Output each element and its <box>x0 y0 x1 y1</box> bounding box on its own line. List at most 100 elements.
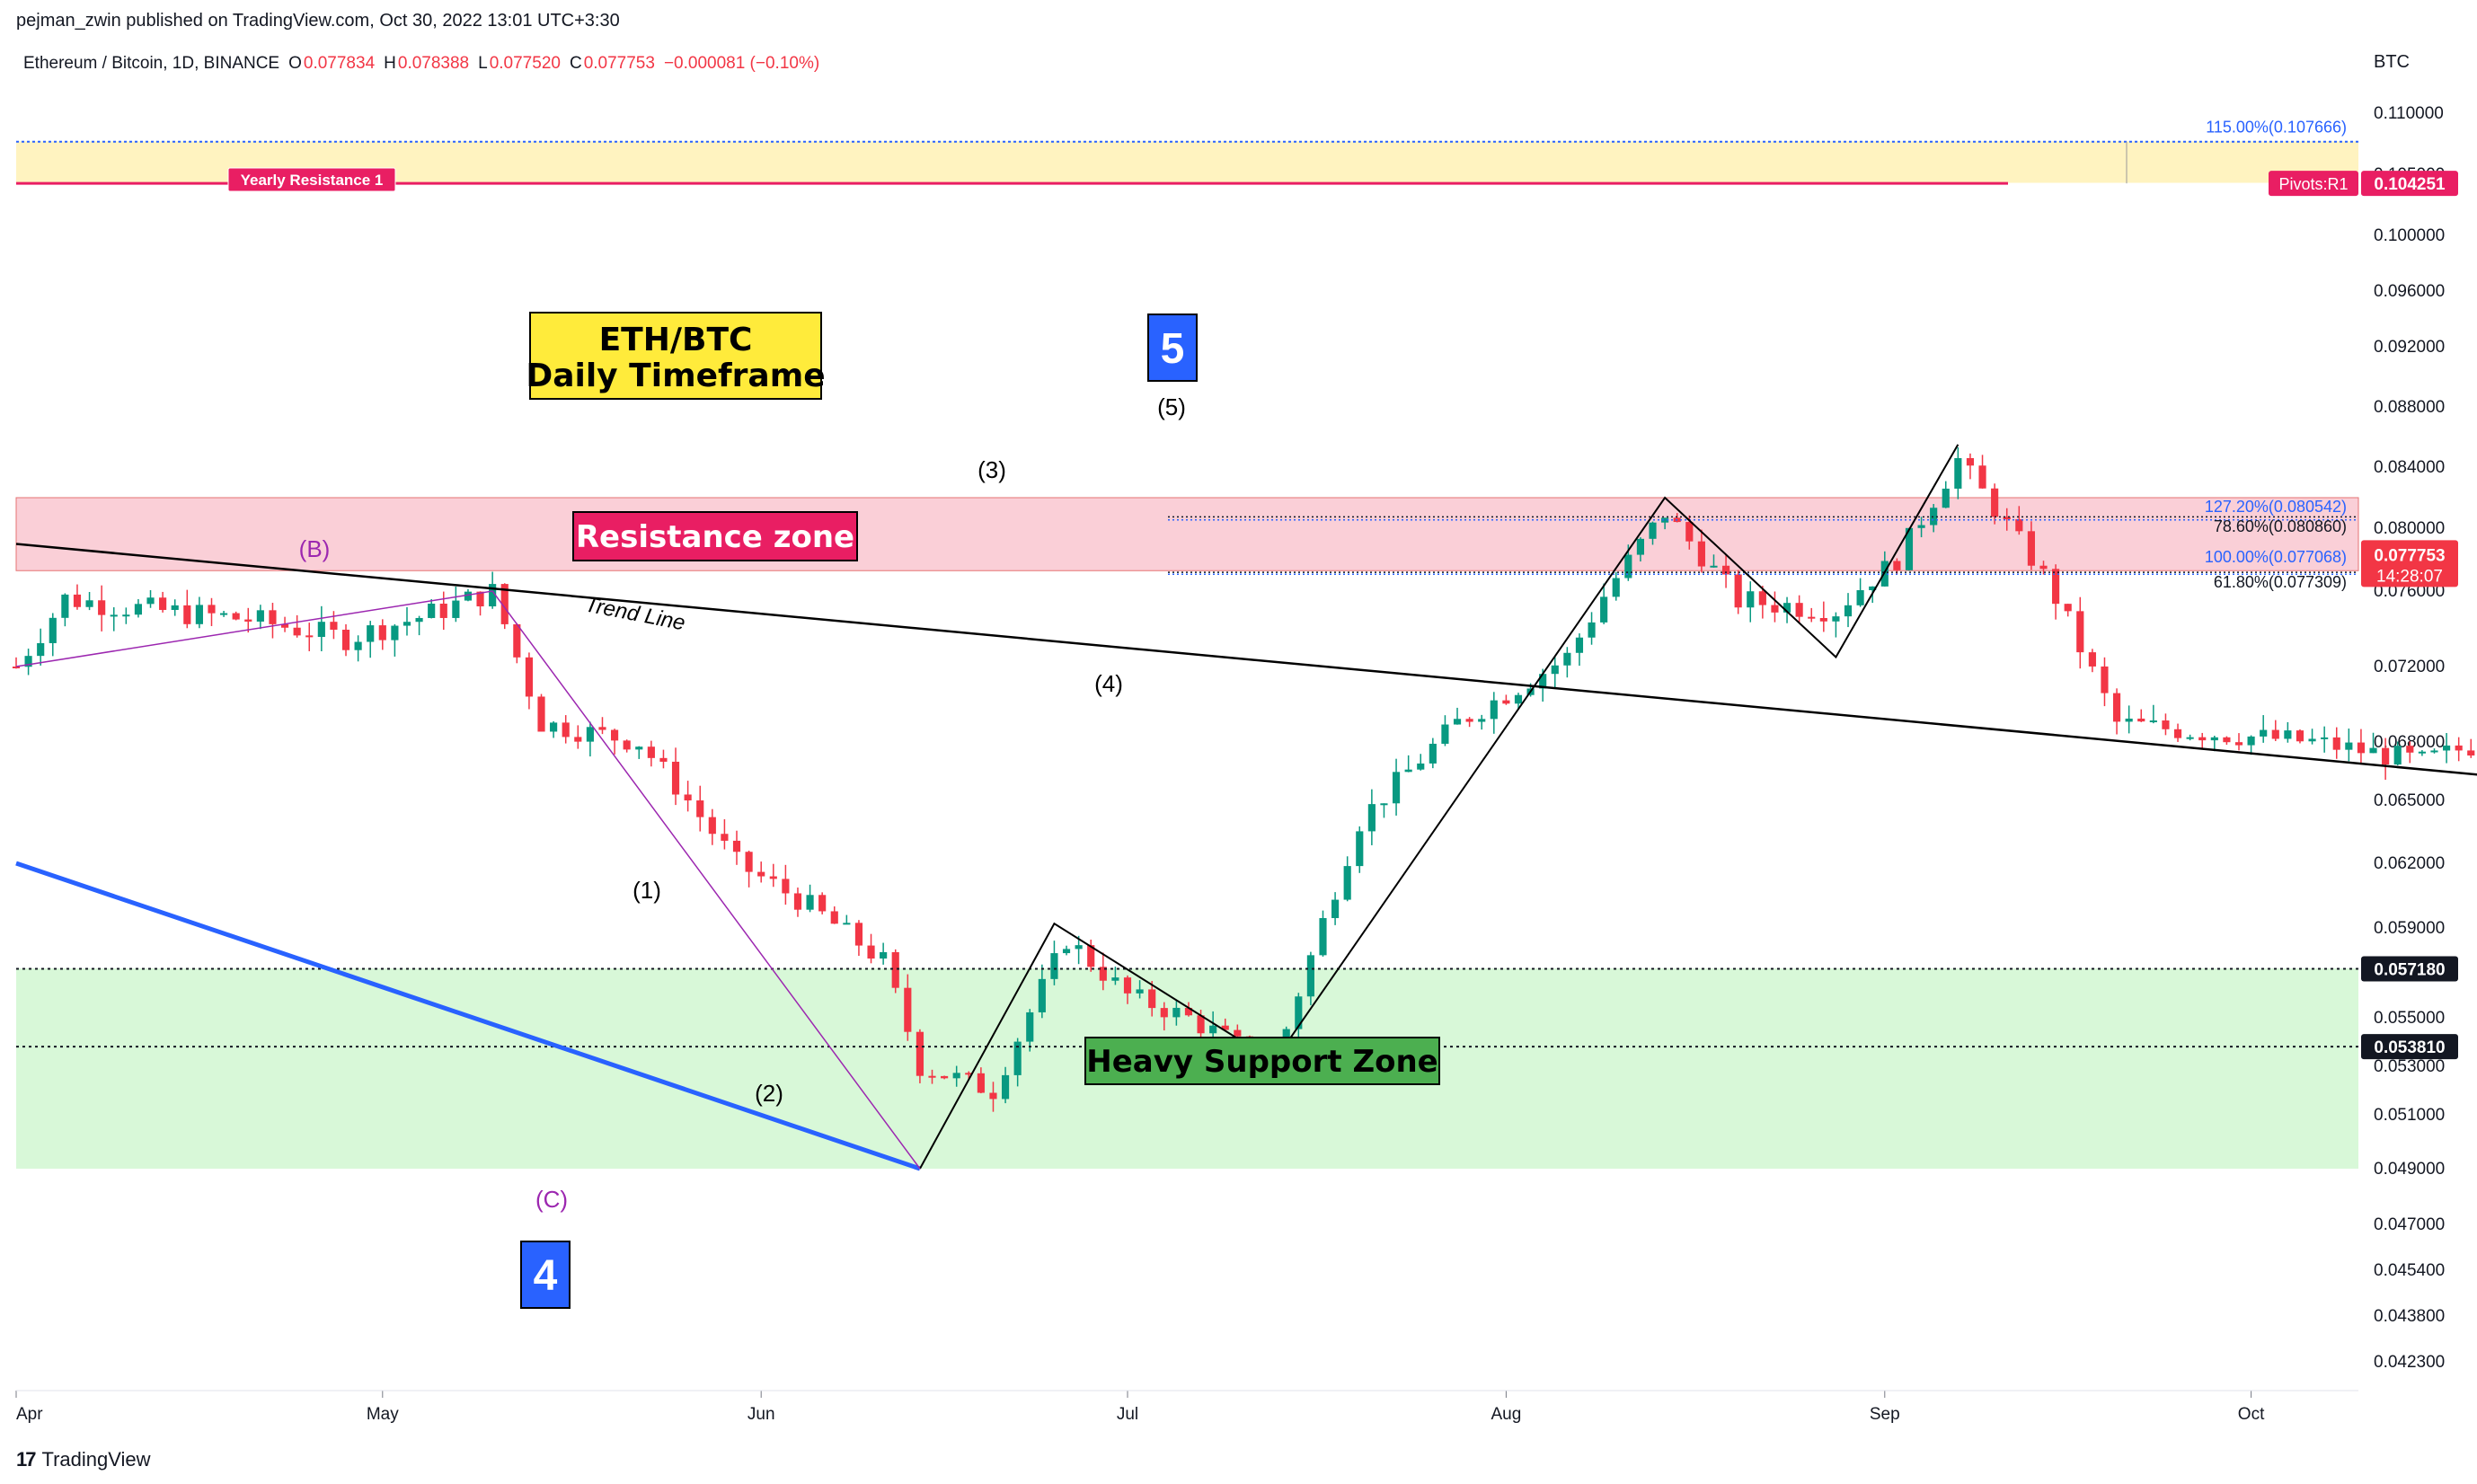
candle <box>1808 607 1816 623</box>
candle-body <box>1331 899 1340 919</box>
candle <box>1038 964 1046 1019</box>
candle-body <box>1734 574 1742 608</box>
candle <box>2345 729 2353 762</box>
candle <box>2112 688 2121 735</box>
blue-line <box>15 861 921 1171</box>
tradingview-footer[interactable]: 17 TradingView <box>16 1448 151 1471</box>
candle-body <box>1563 652 1571 666</box>
candle-body <box>2076 611 2084 653</box>
candle-body <box>928 1075 936 1078</box>
candle <box>1417 754 1425 771</box>
candle-body <box>1991 488 1999 517</box>
candle-body <box>1600 596 1608 623</box>
y-tick-label: 0.096000 <box>2374 282 2445 301</box>
candle <box>1795 595 1803 623</box>
candle <box>2296 729 2304 744</box>
candle <box>61 593 69 627</box>
candle-body <box>489 584 497 607</box>
candle-body <box>916 1031 924 1076</box>
candle-body <box>73 594 82 607</box>
y-tick-label: 0.051000 <box>2374 1106 2445 1125</box>
low-label: L <box>478 54 488 73</box>
candle-body <box>367 625 375 642</box>
candle <box>428 598 436 619</box>
low-value: 0.077520 <box>489 54 561 73</box>
open-value: 0.077834 <box>303 54 376 73</box>
candle-body <box>317 622 325 638</box>
symbol-name[interactable]: Ethereum / Bitcoin, 1D, BINANCE <box>23 54 280 73</box>
candle-body <box>1661 517 1669 523</box>
candle <box>1661 517 1669 530</box>
x-tick-label: Jun <box>748 1405 775 1424</box>
wave-label: (5) <box>1157 393 1186 420</box>
candle <box>2052 564 2060 620</box>
candle <box>1367 789 1376 845</box>
candle <box>37 628 45 666</box>
candle-body <box>1710 565 1718 568</box>
candle-body <box>684 794 692 801</box>
candle-body <box>854 923 863 946</box>
candle-body <box>1539 674 1547 689</box>
candle <box>2125 705 2133 734</box>
candle <box>696 785 704 832</box>
candle <box>73 584 82 610</box>
candle-body <box>354 641 362 650</box>
candle-body <box>1465 719 1473 722</box>
candle-body <box>1966 458 1975 466</box>
candle <box>537 693 545 732</box>
candle <box>1905 527 1914 571</box>
candle <box>489 571 497 609</box>
candle <box>1221 1018 1229 1032</box>
candle <box>1917 517 1925 538</box>
candle-body <box>830 911 838 924</box>
wave-4-box <box>520 1241 571 1309</box>
candle-body <box>439 603 447 618</box>
candle-body <box>415 617 423 623</box>
candle <box>1649 521 1657 545</box>
candle <box>684 781 692 812</box>
candle-body <box>98 600 106 615</box>
candle <box>525 652 534 710</box>
candle-body <box>1429 743 1437 764</box>
resistance-zone-label-bg <box>572 511 858 561</box>
y-tick-label: 0.084000 <box>2374 458 2445 477</box>
candle <box>2393 741 2402 766</box>
candle-body <box>989 1092 997 1100</box>
candle <box>1844 593 1853 628</box>
candle-body <box>2052 569 2060 605</box>
candle-body <box>1795 603 1803 617</box>
candle <box>122 607 130 624</box>
candle-body <box>2125 718 2133 722</box>
candle <box>2247 735 2255 755</box>
candle <box>1050 941 1058 985</box>
wave-label: (3) <box>978 456 1006 483</box>
candle-body <box>1417 763 1425 770</box>
candle <box>1136 980 1144 999</box>
candle <box>2039 561 2048 575</box>
candle-body <box>1453 719 1462 725</box>
candle-body <box>721 834 729 841</box>
y-tick-label: 0.092000 <box>2374 338 2445 357</box>
currency-label: BTC <box>2374 52 2410 72</box>
candle-body <box>941 1075 949 1079</box>
candle-body <box>330 622 338 630</box>
candle-body <box>2027 531 2035 566</box>
candle <box>708 808 716 845</box>
candle <box>367 621 375 658</box>
candle <box>659 749 668 769</box>
brand-name: TradingView <box>41 1448 151 1471</box>
candle-body <box>1184 1007 1193 1016</box>
candle-body <box>2382 747 2390 765</box>
candle <box>1783 596 1791 623</box>
candle-body <box>1221 1025 1229 1030</box>
last-price-bg <box>2361 540 2458 587</box>
candle <box>854 920 863 957</box>
resistance-zone-label: Resistance zone <box>576 519 854 555</box>
candle <box>1453 707 1462 725</box>
candle-body <box>880 951 888 959</box>
candle-body <box>403 622 411 626</box>
x-tick-label: Apr <box>16 1405 43 1424</box>
candle <box>1465 717 1473 728</box>
candle-body <box>2003 517 2011 520</box>
